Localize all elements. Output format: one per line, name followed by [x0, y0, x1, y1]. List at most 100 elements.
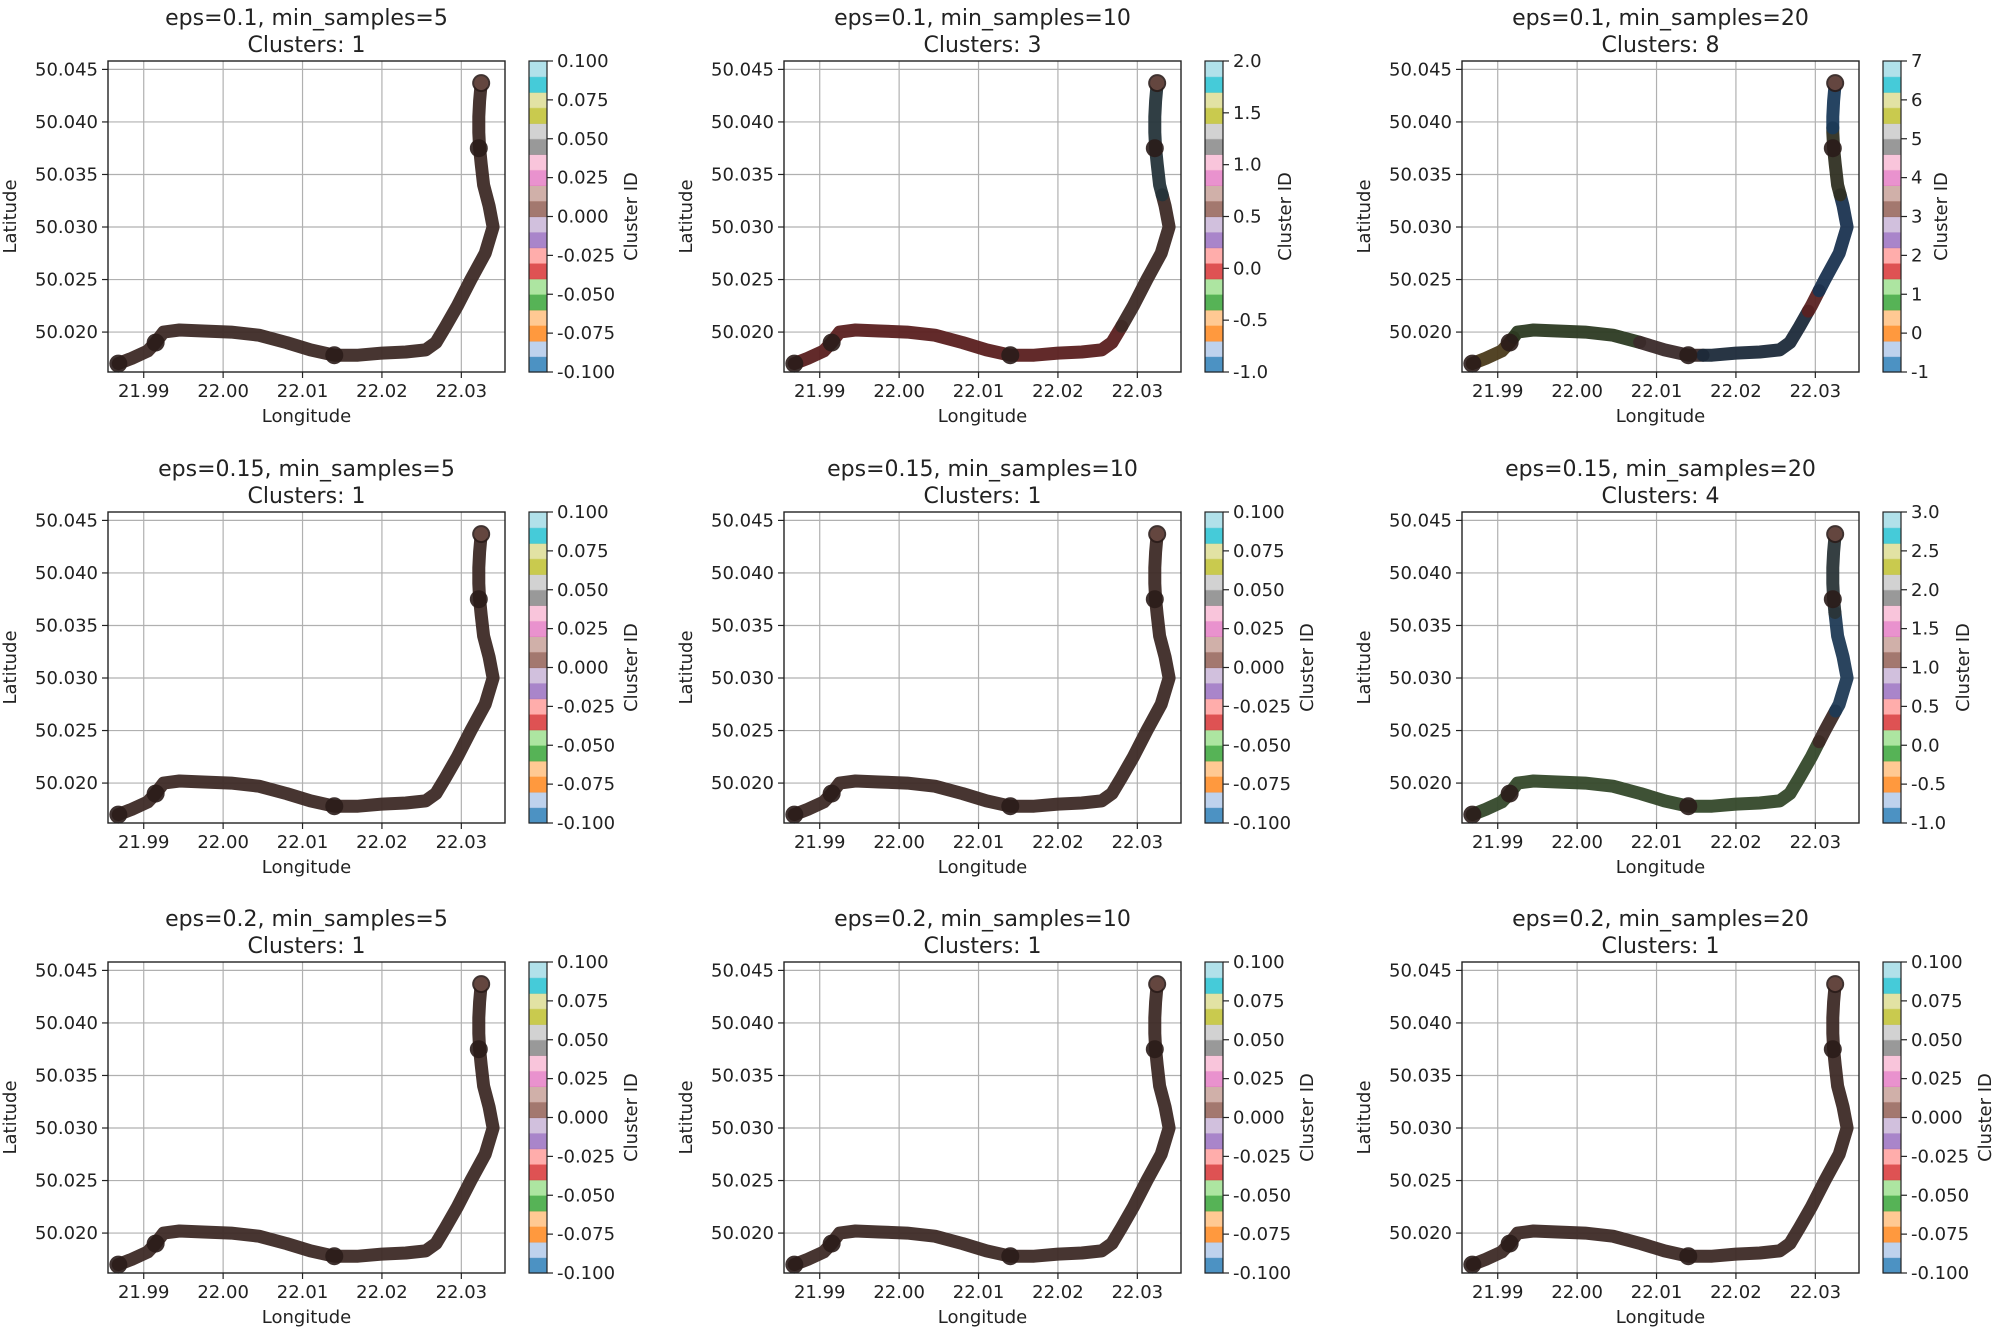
colorbar-band: [1205, 1133, 1223, 1150]
y-tick-label: 50.025: [711, 721, 774, 742]
colorbar-band: [1205, 1008, 1223, 1025]
x-tick-label: 22.00: [1551, 381, 1603, 402]
colorbar-band: [529, 1210, 547, 1227]
y-tick-label: 50.020: [1389, 773, 1452, 794]
cluster-segment-4: [1696, 304, 1815, 362]
colorbar-tick-label: -0.5: [1233, 310, 1268, 331]
colorbar-band: [1883, 558, 1901, 575]
cluster-segment-1: [1465, 977, 1854, 1272]
x-axis-label: Longitude: [262, 406, 352, 427]
y-tick-label: 50.030: [35, 668, 98, 689]
subplot-title: eps=0.15, min_samples=5: [158, 457, 455, 482]
colorbar-tick-label: 1.5: [1233, 103, 1262, 124]
colorbar-tick-label: 0.050: [557, 580, 609, 601]
colorbar-band: [529, 76, 547, 93]
colorbar-band: [529, 714, 547, 731]
colorbar-tick-label: 3.0: [1911, 502, 1940, 523]
colorbar-band: [1205, 278, 1223, 295]
endpoint-marker: [1828, 977, 1843, 992]
colorbar-tick-label: 1: [1911, 284, 1922, 305]
colorbar-band: [529, 1164, 547, 1181]
colorbar-band: [1205, 325, 1223, 342]
axes-frame: [1461, 511, 1860, 824]
y-axis-label: Latitude: [1354, 179, 1375, 253]
y-tick-label: 50.030: [1389, 217, 1452, 238]
subplot-title: eps=0.2, min_samples=20: [1512, 907, 1809, 932]
colorbar-tick-label: 0.025: [1233, 619, 1285, 640]
x-tick-label: 22.02: [356, 832, 408, 853]
dense-point: [325, 797, 344, 816]
colorbar-tick-label: 0.025: [557, 1069, 609, 1090]
colorbar-band: [1883, 1148, 1901, 1165]
colorbar-band: [529, 605, 547, 622]
colorbar-band: [529, 1086, 547, 1103]
y-axis-label: Latitude: [676, 630, 697, 704]
colorbar-tick-label: 0.075: [1233, 541, 1285, 562]
colorbar-band: [1883, 651, 1901, 669]
x-tick-label: 22.01: [1631, 832, 1683, 853]
subplot-title: eps=0.2, min_samples=10: [834, 907, 1131, 932]
subplot-cluster-count: Clusters: 1: [248, 484, 366, 509]
colorbar-band: [1205, 729, 1223, 746]
subplot-cluster-count: Clusters: 1: [248, 33, 366, 58]
dense-point: [1001, 346, 1020, 365]
dense-point: [1823, 1040, 1842, 1059]
cluster-segment-1: [111, 76, 500, 371]
colorbar-label: Cluster ID: [621, 623, 642, 712]
colorbar-tick-label: 0.025: [557, 168, 609, 189]
colorbar-tick-label: -1.0: [1233, 362, 1268, 383]
colorbar-tick-label: -0.100: [557, 813, 615, 834]
colorbar-band: [1883, 1179, 1901, 1196]
colorbar-band: [1883, 216, 1901, 233]
dense-point: [1679, 1247, 1698, 1266]
colorbar-band: [1205, 558, 1223, 575]
colorbar-tick-label: 0.5: [1911, 696, 1940, 717]
y-tick-label: 50.020: [1389, 322, 1452, 343]
colorbar-tick-label: 0.100: [1911, 952, 1963, 973]
dense-point: [1463, 805, 1482, 824]
y-tick-label: 50.030: [35, 1118, 98, 1139]
dense-point: [469, 1040, 488, 1059]
colorbar-tick-label: -0.075: [557, 1224, 615, 1245]
colorbar-label: Cluster ID: [621, 172, 642, 261]
x-axis-label: Longitude: [938, 857, 1028, 878]
axes-frame: [783, 60, 1182, 373]
colorbar-tick-label: 0.075: [557, 541, 609, 562]
colorbar-band: [529, 776, 547, 793]
dense-point: [1145, 1040, 1164, 1059]
colorbar-band: [1205, 636, 1223, 653]
colorbar-band: [1205, 512, 1223, 529]
x-tick-label: 22.03: [1112, 832, 1164, 853]
colorbar-tick-label: 6: [1911, 90, 1922, 111]
dense-point: [1823, 590, 1842, 609]
colorbar-band: [1883, 993, 1901, 1010]
colorbar-tick-label: -0.050: [1233, 1185, 1291, 1206]
colorbar-band: [529, 1101, 547, 1119]
colorbar-band: [1883, 589, 1901, 606]
colorbar-band: [529, 1024, 547, 1041]
endpoint-marker: [474, 977, 489, 992]
y-tick-label: 50.035: [711, 615, 774, 636]
y-tick-label: 50.035: [1389, 615, 1452, 636]
colorbar-band: [1205, 185, 1223, 202]
x-tick-label: 22.00: [197, 832, 249, 853]
x-axis-label: Longitude: [938, 1307, 1028, 1328]
x-tick-label: 21.99: [1472, 1282, 1524, 1303]
colorbar-band: [1883, 1024, 1901, 1041]
colorbar-band: [1205, 1148, 1223, 1165]
y-tick-label: 50.045: [711, 510, 774, 531]
colorbar-band: [529, 807, 547, 824]
dense-point: [1823, 139, 1842, 158]
colorbar-band: [1883, 1055, 1901, 1072]
colorbar-band: [1205, 993, 1223, 1010]
colorbar-band: [1883, 138, 1901, 155]
x-tick-label: 22.01: [1631, 1282, 1683, 1303]
colorbar-tick-label: 1.0: [1233, 155, 1262, 176]
colorbar-band: [1205, 1039, 1223, 1056]
colorbar-tick-label: 0.075: [557, 90, 609, 111]
y-tick-label: 50.040: [35, 112, 98, 133]
colorbar-tick-label: -0.050: [557, 284, 615, 305]
colorbar-band: [529, 620, 547, 637]
